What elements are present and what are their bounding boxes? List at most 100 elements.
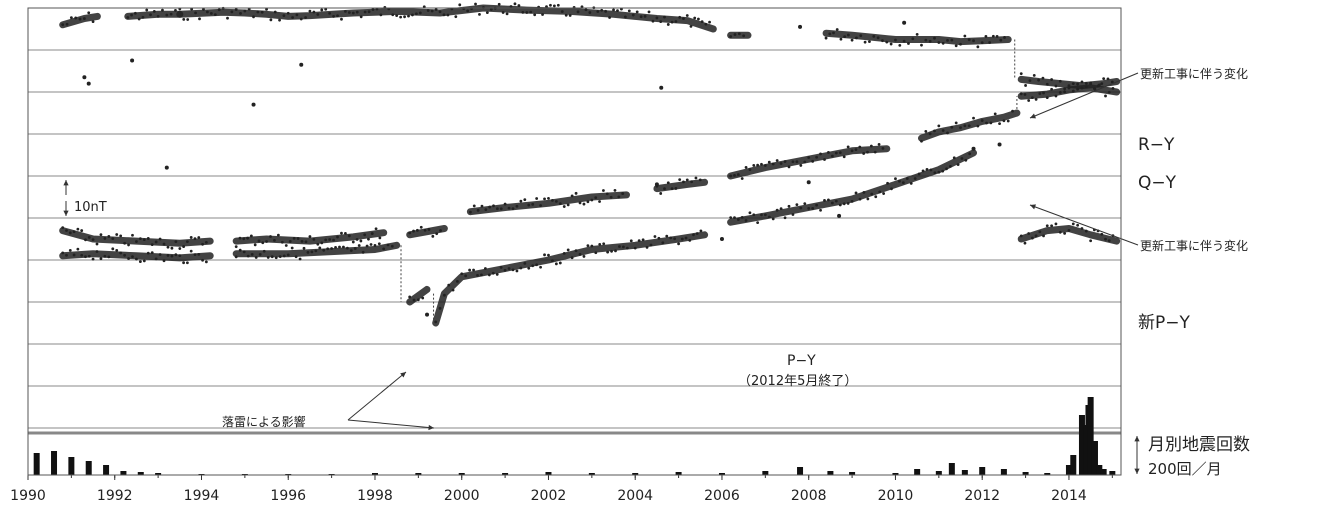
series-point [558,202,562,206]
series-point [556,3,560,7]
series-point [464,274,468,278]
series-point [322,248,326,252]
series-point [286,11,290,15]
series-point [213,13,217,17]
series-point [326,247,330,251]
series-point [748,211,752,215]
series-point [1037,78,1040,82]
series-point [972,39,975,43]
series-point [416,298,420,302]
series-point [682,180,685,184]
series-point [963,34,967,38]
series-point [378,236,382,240]
series-point [905,177,909,180]
series-point [643,14,647,18]
series-point [699,229,703,233]
series-point [946,38,949,42]
series-point [1080,86,1084,90]
series-point [733,216,736,220]
series-point [604,9,608,13]
series-point [959,42,962,46]
outlier-point [251,102,256,107]
series-point [684,236,688,240]
x-tick-label: 2008 [791,488,827,504]
arrow-head [63,180,69,186]
series-point [312,238,316,241]
series-point [447,283,451,287]
series-point [541,13,544,16]
series-point [1030,96,1034,99]
series-point [690,180,694,184]
series-point [586,244,590,248]
series-point [562,205,566,208]
series-point [827,151,830,154]
earthquake-bar [1044,473,1051,475]
series-point [142,259,146,263]
x-tick-label: 1990 [10,488,46,504]
series-point [407,14,410,18]
series-point [469,210,472,214]
series-point [898,179,901,183]
series-point [580,5,584,9]
series-point [84,238,87,242]
annotations [63,39,1140,474]
series-point [523,261,527,265]
series-point [446,13,450,17]
series-point [842,202,846,206]
series-point [135,240,138,243]
series-point [787,204,791,208]
series-point [827,198,830,202]
series-point [492,204,495,208]
series-point [78,17,82,21]
series-point [748,168,752,171]
series-point [363,10,367,14]
series-band [822,29,1012,46]
series-point [850,149,854,153]
series-point [302,246,306,250]
series-point [708,20,711,24]
x-tick-label: 2006 [704,488,740,504]
series-point [976,124,980,128]
series-point [775,159,779,162]
x-tick-label: 1994 [184,488,220,504]
series-point [554,262,558,266]
series-point [697,17,700,21]
series-point [137,17,141,21]
series-point [907,42,910,45]
series-point [854,148,858,151]
series-point [282,254,286,258]
series-point [570,256,574,260]
series-point [937,170,941,174]
series-point [495,272,499,276]
series-point [386,243,390,247]
series-point [217,8,221,12]
series-point [803,160,807,164]
series-point [87,254,91,258]
arrow-line [1029,72,1139,119]
series-point [531,264,535,268]
series-point [304,240,308,244]
series-point [915,33,919,36]
series-point [729,35,733,38]
series-point [832,31,835,35]
series-point [365,244,369,248]
series-point [779,207,783,210]
series-point [201,242,204,246]
series-point [284,244,288,247]
series-point [509,5,513,8]
earthquake-bar [632,473,639,475]
series-point [933,129,936,133]
series-point [964,158,968,162]
series-point [609,195,613,199]
series-point [76,227,80,231]
series-point [968,152,972,156]
arrow-head [400,372,406,378]
series-point [564,13,568,17]
series-point [103,237,107,240]
outlier-point [659,85,664,90]
series-point [612,8,615,12]
series-point [623,15,627,19]
annotation-lightning: 落雷による影響 [222,414,306,429]
series-point [1050,224,1054,228]
annotation-renewal-upper: 更新工事に伴う変化 [1140,66,1248,81]
